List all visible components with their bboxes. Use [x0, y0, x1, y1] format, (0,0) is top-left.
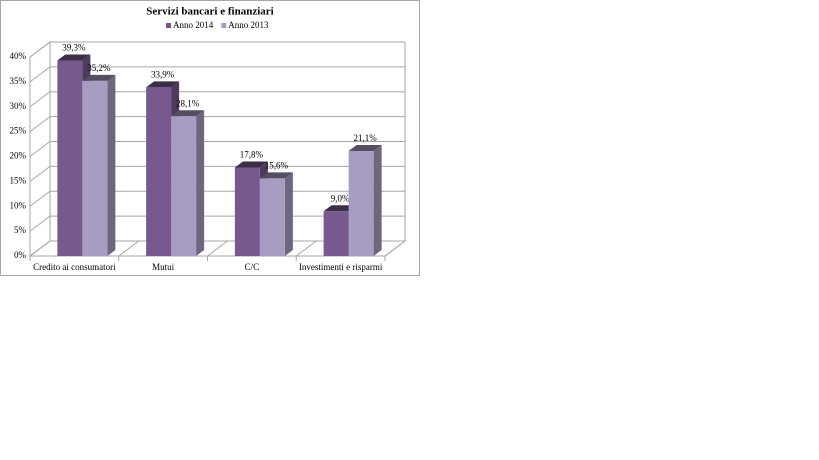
grid-line	[29, 41, 405, 58]
bar	[171, 110, 205, 256]
category-divider	[384, 240, 406, 257]
bar-top	[146, 81, 180, 88]
grid-line-side	[29, 190, 51, 207]
category-divider	[295, 240, 317, 257]
y-tick-label: 35%	[10, 76, 27, 86]
data-label: 33,9%	[151, 69, 175, 79]
bar-front	[234, 167, 260, 256]
data-label: 17,8%	[240, 150, 264, 160]
x-tick-label: C/C	[245, 262, 260, 272]
y-tick-label: 15%	[10, 175, 27, 185]
bar-side	[373, 145, 382, 256]
grid-line-side	[29, 215, 51, 232]
bar-top	[348, 145, 382, 152]
bar	[259, 172, 293, 256]
data-label: 28,1%	[176, 98, 200, 108]
legend-label: Anno 2014	[173, 20, 214, 30]
grid-line-side	[29, 165, 51, 182]
bar-side	[107, 74, 116, 256]
bar-top	[234, 161, 268, 168]
y-tick-label: 20%	[10, 151, 27, 161]
y-tick-label: 30%	[10, 101, 27, 111]
chart-title: Servizi bancari e finanziari	[146, 6, 273, 18]
bar-front	[146, 87, 172, 256]
bar-front	[323, 211, 349, 256]
legend-swatch	[166, 23, 171, 28]
data-label: 35,2%	[87, 63, 111, 73]
bar-top	[82, 74, 116, 81]
data-label: 15,6%	[265, 160, 289, 170]
x-tick-label: Mutui	[152, 262, 175, 272]
data-label: 9,0%	[331, 193, 350, 203]
y-tick-label: 0%	[14, 250, 27, 260]
grid-line	[29, 66, 405, 83]
bar-front	[348, 151, 374, 256]
bar-top	[259, 172, 293, 179]
grid-line-side	[29, 141, 51, 157]
y-tick-label: 25%	[10, 126, 27, 136]
bar-front	[82, 80, 108, 256]
data-label: 39,3%	[62, 43, 86, 53]
bar-top	[171, 110, 205, 117]
bar-front	[57, 60, 83, 256]
bar	[82, 74, 116, 256]
y-tick-label: 40%	[10, 51, 27, 61]
bar-side	[196, 110, 205, 256]
bar-side	[284, 172, 293, 256]
x-tick-label: Credito ai consumatori	[33, 262, 116, 272]
x-tick-label: Investimenti e risparmi	[299, 262, 383, 272]
category-divider	[118, 240, 140, 257]
data-label: 21,1%	[354, 133, 378, 143]
category-divider	[29, 240, 51, 257]
category-divider	[207, 240, 228, 257]
legend-swatch	[221, 23, 227, 28]
grid-line-side	[29, 91, 51, 108]
grid-line-side	[29, 41, 51, 58]
bar-top	[57, 54, 91, 61]
grid-line-side	[29, 66, 51, 83]
bar	[348, 145, 382, 256]
y-tick-label: 5%	[14, 225, 27, 235]
bar-top	[323, 205, 357, 212]
y-tick-label: 10%	[10, 200, 27, 210]
grid-line-side	[29, 116, 51, 133]
bar-front	[259, 178, 285, 256]
legend-label: Anno 2013	[228, 20, 269, 30]
bar-front	[171, 116, 197, 256]
